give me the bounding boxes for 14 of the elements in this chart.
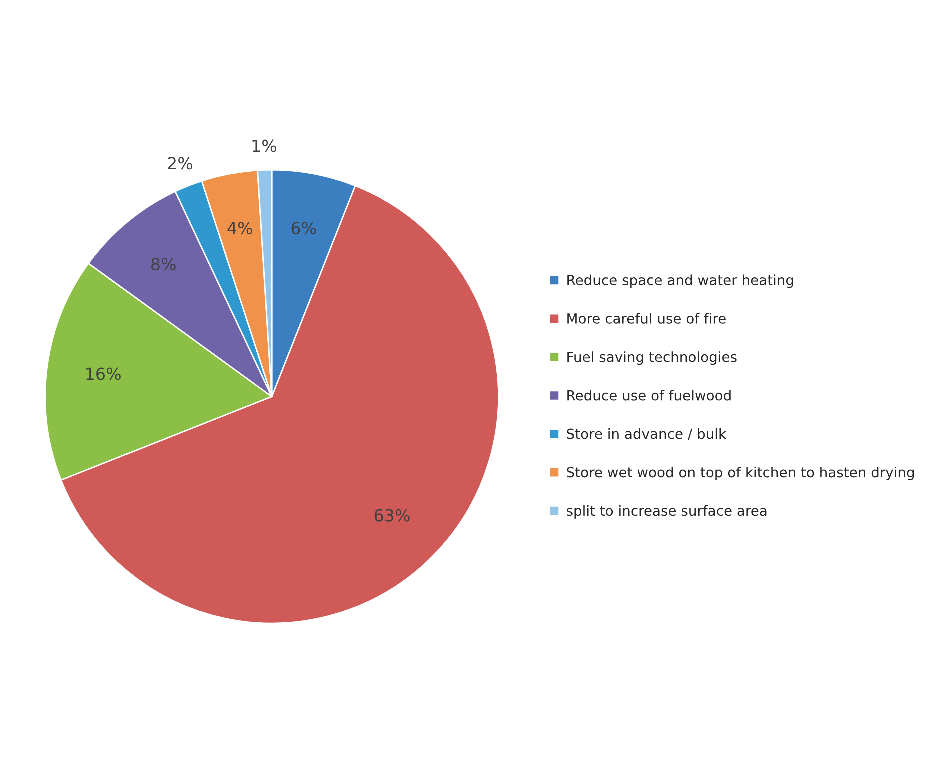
data-label: 63% bbox=[374, 509, 410, 522]
data-label: 4% bbox=[228, 222, 252, 235]
legend-label: Reduce use of fuelwood bbox=[568, 390, 731, 401]
data-label: 2% bbox=[168, 157, 193, 170]
data-label: 1% bbox=[252, 140, 276, 152]
legend-label: split to increase surface area bbox=[567, 505, 767, 519]
legend-label: Store in advance / bulk bbox=[567, 428, 726, 440]
data-label: 6% bbox=[292, 222, 316, 235]
data-label: 16% bbox=[86, 368, 121, 380]
legend-label: Reduce space and water heating bbox=[568, 274, 794, 288]
legend-label: More careful use of fire bbox=[568, 313, 726, 324]
data-label: 8% bbox=[152, 258, 176, 271]
legend-label: Store wet wood on top of kitchen to hasten drying bbox=[567, 466, 914, 480]
legend-label: Fuel saving technologies bbox=[568, 352, 737, 366]
